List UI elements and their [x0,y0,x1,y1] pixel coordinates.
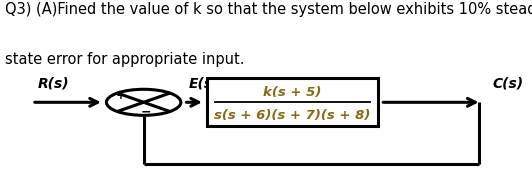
Text: −: − [140,105,151,118]
Text: state error for appropriate input.: state error for appropriate input. [5,52,245,67]
Text: Q3) (A)Fined the value of k so that the system below exhibits 10% steady-: Q3) (A)Fined the value of k so that the … [5,2,532,17]
FancyBboxPatch shape [207,78,378,126]
Text: E(s): E(s) [189,77,219,91]
Text: k(s + 5): k(s + 5) [263,86,322,99]
Text: R(s): R(s) [37,77,69,91]
Text: +: + [115,89,126,102]
Text: C(s): C(s) [492,77,523,91]
Text: s(s + 6)(s + 7)(s + 8): s(s + 6)(s + 7)(s + 8) [214,109,371,122]
